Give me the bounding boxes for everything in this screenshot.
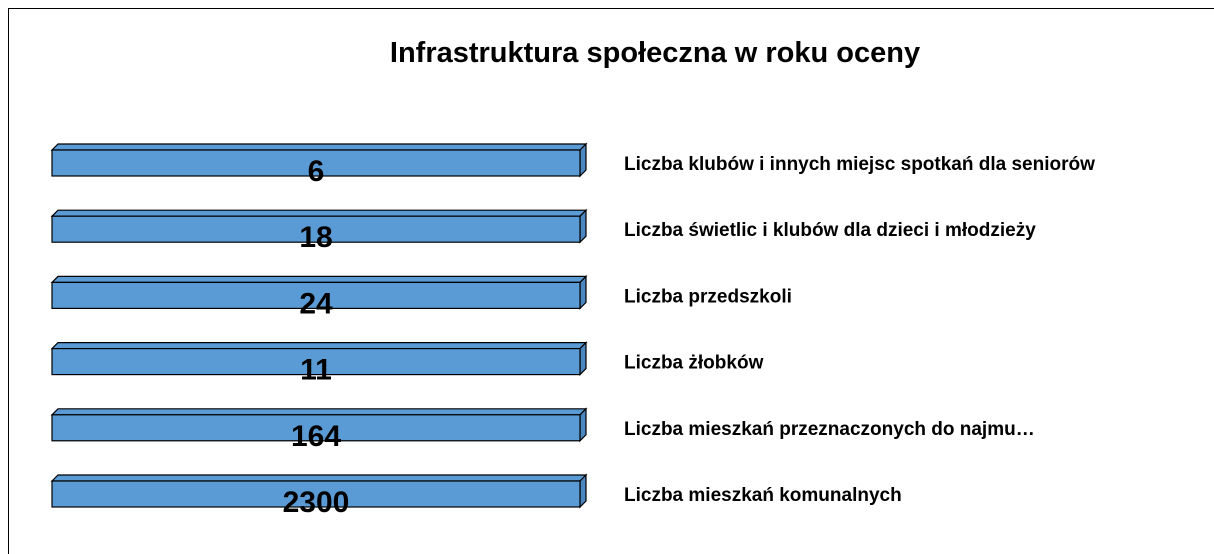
value-label: 24: [299, 287, 333, 320]
bar-side: [579, 274, 587, 310]
category-label: Liczba mieszkań komunalnych: [624, 485, 902, 506]
category-label: Liczba mieszkań przeznaczonych do najmu…: [624, 419, 1035, 440]
value-label: 6: [308, 155, 325, 188]
frame: [8, 8, 1214, 554]
bar-top: [50, 342, 588, 350]
bar-top: [50, 275, 588, 283]
bar-front: [51, 480, 581, 508]
bar-top: [50, 474, 588, 482]
value-label: 2300: [283, 486, 350, 519]
bar-front: [51, 414, 581, 442]
bar-front: [51, 348, 581, 376]
bar-top: [50, 209, 588, 217]
bar-side: [579, 341, 587, 377]
category-label: Liczba klubów i innych miejsc spotkań dl…: [624, 154, 1095, 175]
category-label: Liczba świetlic i klubów dla dzieci i mł…: [624, 220, 1036, 241]
bar-front: [51, 149, 581, 177]
bar-side: [579, 473, 587, 509]
bar-top: [50, 143, 588, 151]
value-label: 164: [291, 420, 341, 453]
bar-side: [579, 208, 587, 244]
bar-side: [579, 407, 587, 443]
category-label: Liczba przedszkoli: [624, 286, 792, 307]
value-label: 18: [299, 221, 332, 254]
title: Infrastruktura społeczna w roku oceny: [390, 37, 920, 69]
bar-front: [51, 281, 581, 309]
value-label: 11: [300, 354, 332, 387]
category-label: Liczba żłobków: [624, 353, 764, 374]
bar-side: [579, 142, 587, 178]
bar-top: [50, 408, 588, 416]
rows: 6 Liczba klubów i innych miejsc spotkań d…: [50, 142, 1095, 519]
bar-front: [51, 215, 581, 243]
